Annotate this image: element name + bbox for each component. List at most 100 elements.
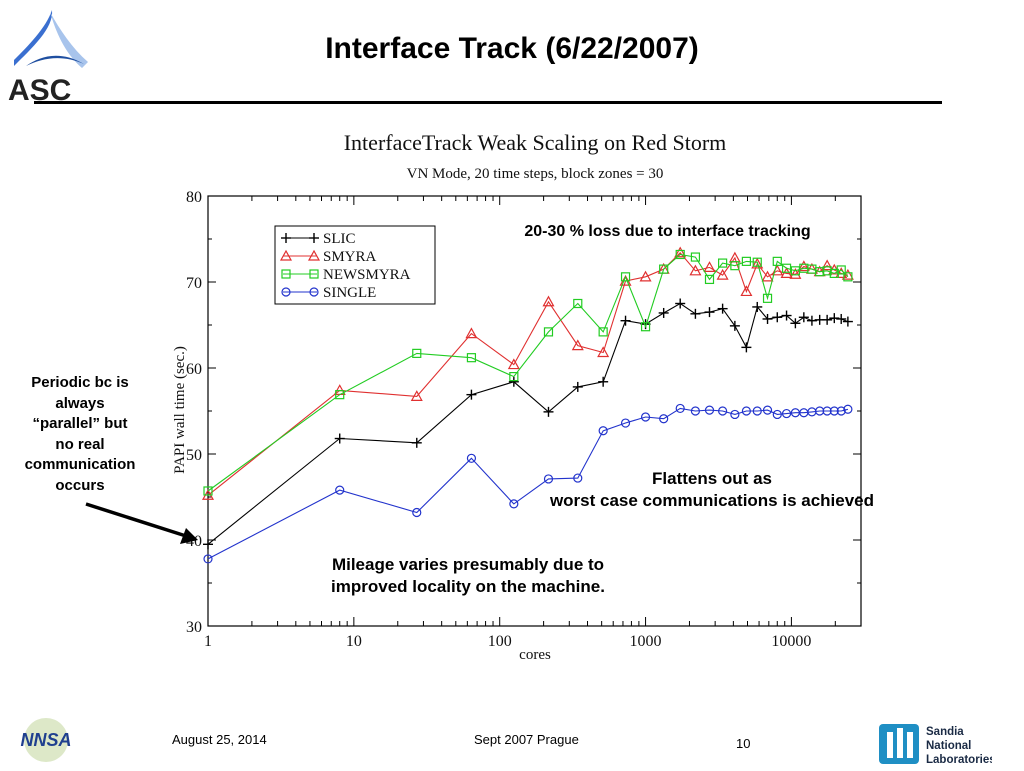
data-point (780, 267, 793, 278)
sandia-logo-text: Laboratories (926, 754, 992, 766)
title-divider (34, 101, 942, 104)
data-point (335, 485, 345, 495)
data-point (412, 348, 422, 358)
data-point (466, 453, 477, 463)
page-number: 10 (736, 736, 751, 751)
data-point (789, 268, 802, 279)
data-point (281, 269, 291, 279)
chart-title: InterfaceTrack Weak Scaling on Red Storm (344, 130, 727, 155)
nnsa-logo-text: NNSA (20, 730, 71, 750)
data-point (689, 264, 702, 276)
data-point (412, 507, 422, 518)
y-tick-label: 60 (186, 361, 202, 378)
annotation-loss: 20-30 % loss due to interface tracking (524, 223, 811, 240)
data-point (597, 346, 610, 358)
data-point (740, 285, 753, 297)
data-point (335, 390, 345, 400)
data-point (751, 257, 764, 269)
data-point (307, 249, 321, 261)
data-point (675, 249, 685, 260)
footer-event: Sept 2007 Prague (474, 732, 579, 747)
data-point (281, 287, 291, 297)
x-tick-label: 100 (488, 633, 512, 650)
data-point (675, 403, 685, 414)
series-lines (201, 246, 854, 564)
legend-label: SLIC (323, 231, 356, 247)
data-point (675, 298, 686, 309)
data-point (674, 246, 687, 258)
annotation-mileage-line: improved locality on the machine. (331, 577, 605, 596)
sandia-logo: Sandia National Laboratories (878, 722, 996, 766)
data-point (543, 474, 554, 484)
data-point (741, 342, 752, 353)
data-point (620, 272, 631, 282)
data-point (781, 408, 792, 419)
data-point (466, 389, 477, 400)
data-point (410, 390, 423, 401)
x-tick-label: 10 (346, 633, 362, 650)
data-point (659, 414, 669, 424)
series-markers-newsmyra (203, 249, 853, 496)
annotation-mileage: Mileage varies presumably due to improve… (290, 554, 646, 598)
data-point (752, 301, 763, 312)
data-point (659, 264, 669, 274)
data-point (762, 313, 773, 324)
annotation-periodic-line: always (55, 394, 105, 412)
data-point (836, 265, 846, 275)
data-point (752, 257, 762, 267)
chart-subtitle: VN Mode, 20 time steps, block zones = 30 (407, 166, 664, 182)
data-point (822, 266, 832, 276)
annotation-periodic-line: no real (55, 435, 105, 453)
x-tick-label: 1000 (630, 633, 662, 650)
data-point (843, 404, 853, 414)
data-point (203, 486, 213, 496)
data-point (334, 433, 345, 444)
data-point (508, 376, 519, 387)
data-point (411, 437, 422, 448)
data-point (658, 307, 669, 318)
data-point (797, 260, 810, 272)
data-point (572, 381, 583, 392)
annotation-periodic-line: “parallel” but (32, 415, 128, 432)
legend-label: NEWSMYRA (323, 267, 411, 283)
data-point (640, 412, 651, 422)
legend-entry: SINGLE (281, 285, 376, 301)
legend-box (274, 225, 436, 305)
annotation-flattens-line: worst case communications is achieved (549, 491, 875, 510)
data-point (279, 249, 293, 261)
data-point (466, 353, 477, 363)
data-point (573, 298, 583, 309)
annotation-arrow-head (180, 528, 198, 544)
data-point (309, 269, 319, 279)
data-point (507, 358, 520, 370)
data-point (598, 426, 608, 436)
legend-entry: NEWSMYRA (281, 267, 411, 283)
data-point (690, 252, 701, 262)
data-point (730, 261, 740, 271)
data-point (790, 318, 801, 329)
y-tick-label: 70 (186, 275, 202, 292)
data-point (509, 499, 519, 509)
legend: SLIC SMYRA NEWSMYRA SINGLE (274, 225, 436, 305)
data-point (822, 314, 833, 325)
nnsa-logo-graphic: NNSA (20, 718, 72, 762)
data-point (772, 312, 783, 323)
series-line-newsmyra (207, 253, 849, 492)
data-point (571, 339, 584, 351)
data-point (639, 270, 652, 282)
data-point (836, 313, 847, 324)
x-tick-label: 10000 (771, 633, 811, 650)
nnsa-logo: NNSA (4, 716, 88, 764)
data-point (309, 233, 319, 243)
data-point (704, 274, 715, 285)
data-point (309, 287, 319, 297)
y-tick-label: 30 (186, 619, 202, 636)
data-point (781, 310, 792, 321)
data-point (822, 406, 832, 416)
data-point (543, 327, 554, 337)
y-axis-label: PAPI wall time (sec.) (172, 346, 188, 474)
data-point (465, 327, 478, 339)
annotation-arrow-line (85, 502, 187, 538)
data-point (718, 258, 728, 268)
